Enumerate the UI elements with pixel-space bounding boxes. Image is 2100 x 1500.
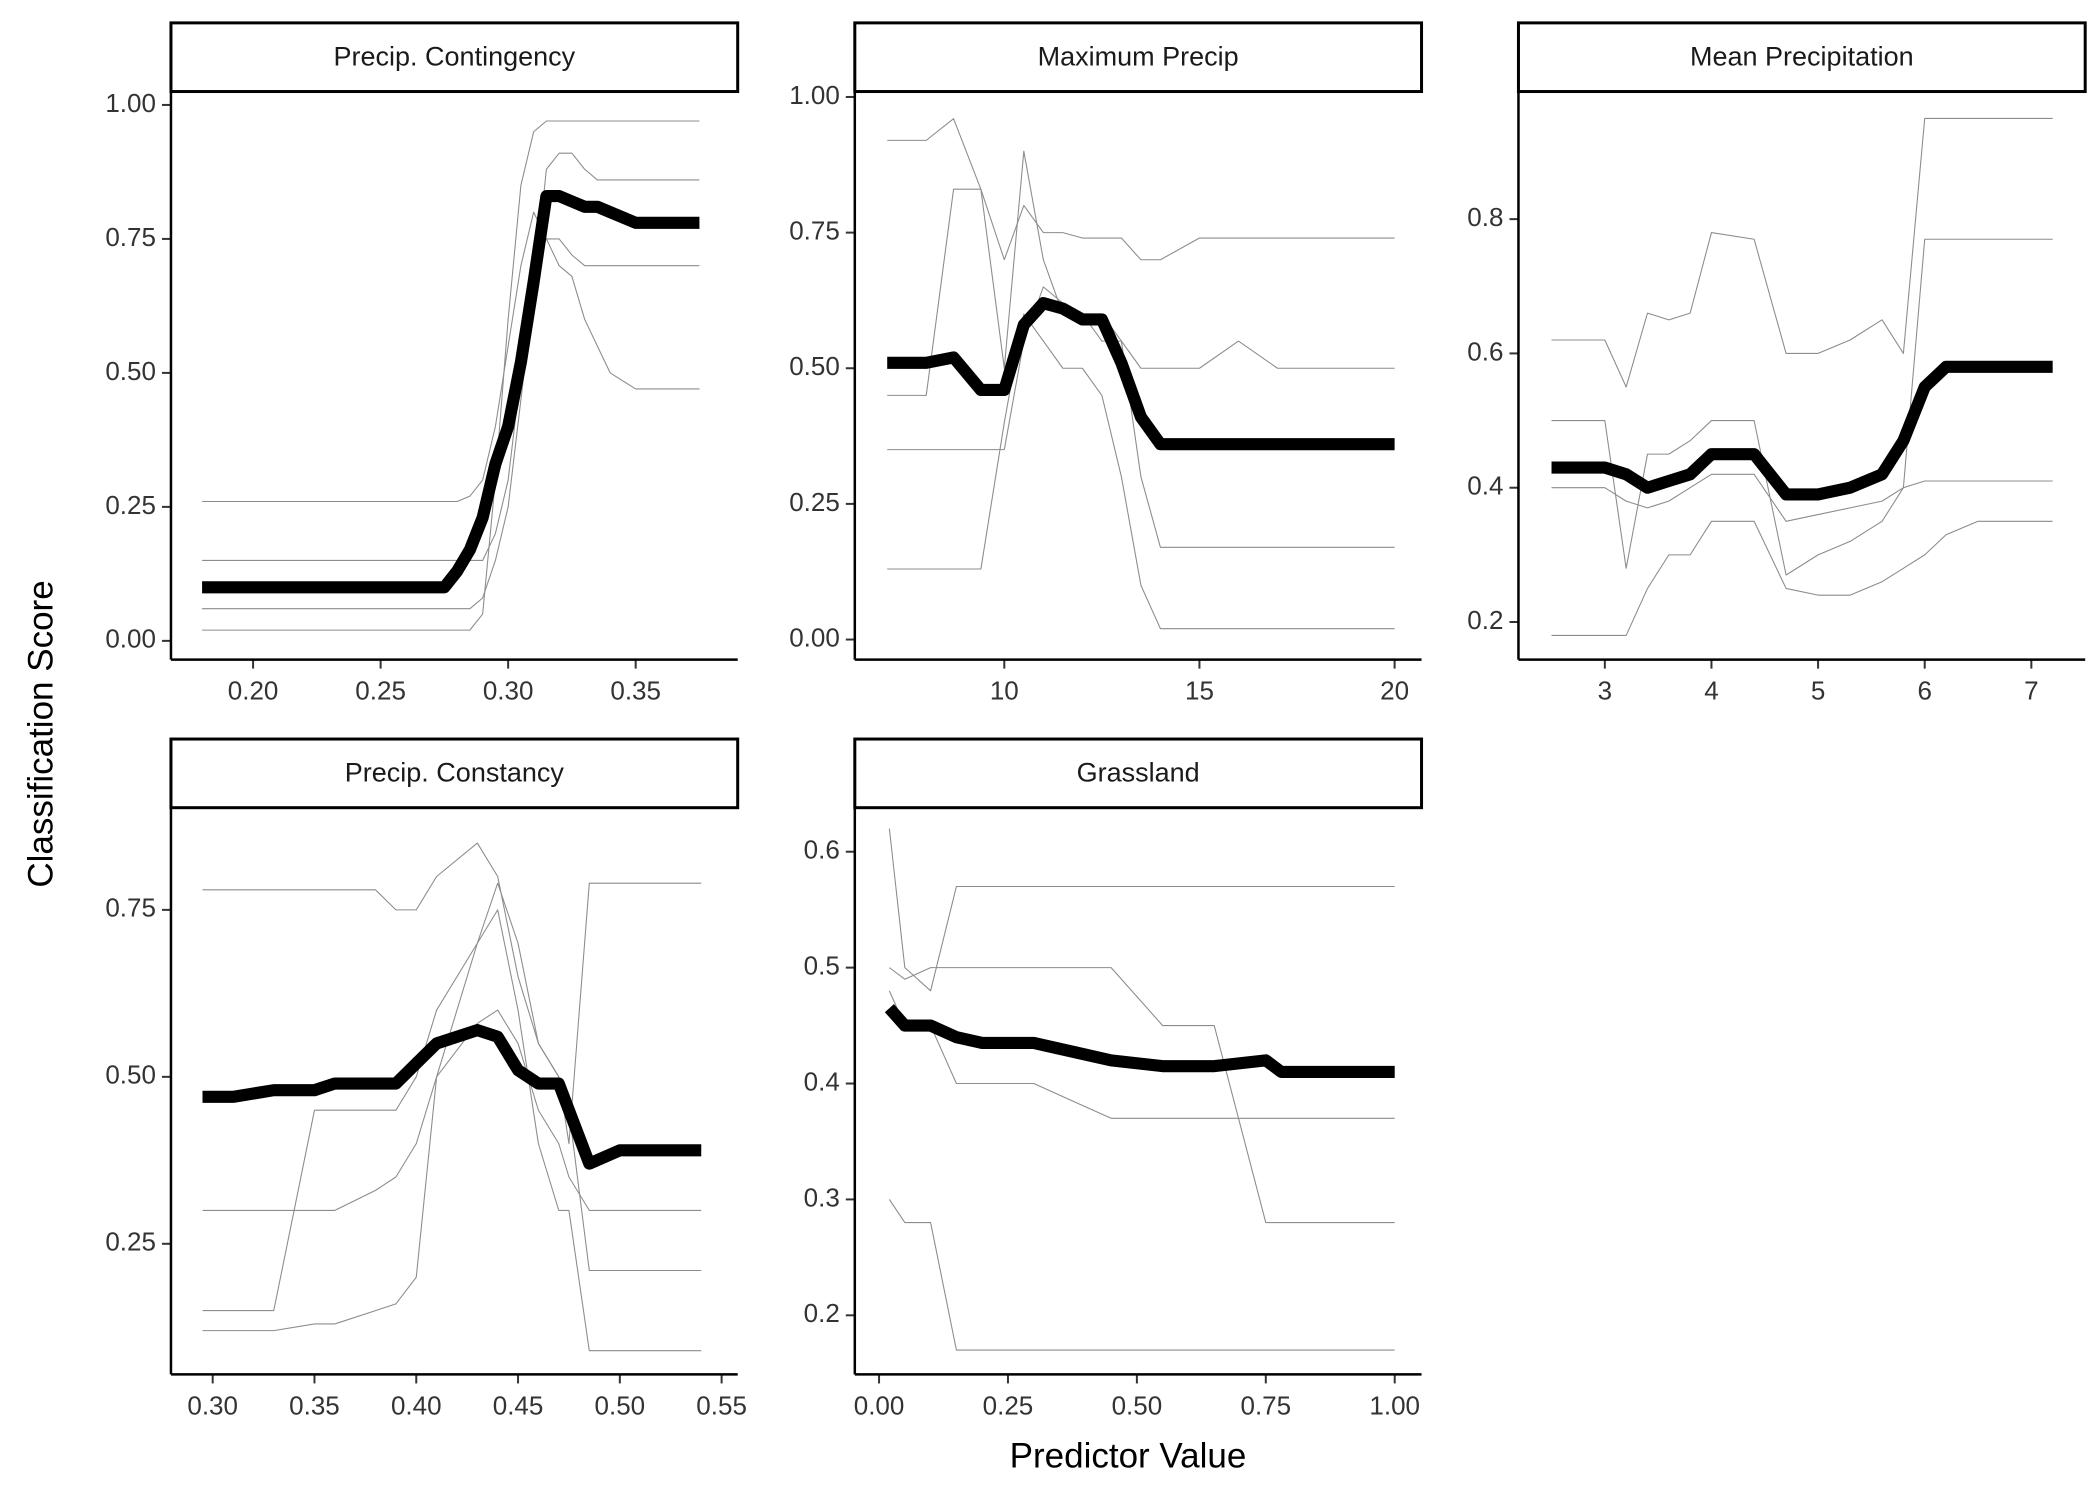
x-tick-label: 0.30 [187, 1390, 238, 1420]
x-tick-label: 0.45 [493, 1390, 544, 1420]
strip [1516, 21, 2087, 94]
strip [169, 737, 740, 810]
x-tick-label: 0.50 [1112, 1390, 1163, 1420]
y-tick-label: 1.00 [789, 80, 840, 110]
y-tick-label: 0.25 [789, 487, 840, 517]
y-tick-label: 0.50 [105, 1060, 156, 1090]
strip [853, 21, 1424, 94]
line-series [884, 1004, 1395, 1078]
line-series [1551, 520, 2053, 636]
line-series [1551, 117, 2053, 388]
y-tick-label: 0.75 [105, 222, 156, 252]
panel: Grassland 0.00 0.25 0.50 0.75 1.00 0.2 0.3 0.4 0.… [804, 737, 1424, 1420]
panel: Precip. Contingency 0.20 0.25 0.30 0.35 0.00 0… [105, 21, 740, 705]
y-axis-title: Classification Score [21, 580, 60, 887]
y-tick-label: 1.00 [105, 88, 156, 118]
y-tick-label: 0.3 [804, 1182, 840, 1212]
y-tick-label: 0.25 [105, 490, 156, 520]
strip [853, 737, 1424, 810]
x-tick-label: 0.50 [595, 1390, 646, 1420]
line-series [889, 967, 1395, 1224]
line-series [202, 211, 700, 503]
line-series [887, 150, 1395, 548]
y-tick-label: 0.4 [804, 1066, 840, 1096]
line-series [888, 1199, 1395, 1351]
y-tick-label: 0.25 [105, 1227, 156, 1257]
line-series [1551, 360, 2053, 501]
x-tick-label: 0.35 [289, 1390, 340, 1420]
line-series [202, 909, 702, 1352]
panel-title: Grassland [1077, 757, 1200, 787]
y-tick-label: 0.50 [789, 351, 840, 381]
x-tick-label: 0.35 [610, 675, 661, 705]
y-tick-label: 0.50 [105, 356, 156, 386]
x-tick-label: 0.00 [854, 1390, 905, 1420]
y-tick-label: 0.4 [1467, 471, 1503, 501]
x-tick-label: 5 [1811, 675, 1825, 705]
line-series [1551, 473, 2053, 522]
x-tick-label: 20 [1380, 675, 1409, 705]
line-series [202, 1009, 702, 1211]
line-series [202, 120, 700, 631]
y-tick-label: 0.6 [1467, 336, 1503, 366]
y-tick-label: 0.00 [105, 624, 156, 654]
line-series [1551, 238, 2053, 576]
line-series [887, 118, 1395, 261]
x-tick-label: 0.30 [483, 675, 534, 705]
strip [169, 21, 740, 94]
panel-title: Precip. Constancy [345, 757, 565, 787]
x-tick-label: 0.25 [355, 675, 406, 705]
line-series [202, 882, 702, 1312]
y-tick-label: 0.2 [1467, 605, 1503, 635]
y-tick-label: 0.2 [804, 1298, 840, 1328]
x-tick-label: 6 [1917, 675, 1931, 705]
x-tick-label: 10 [990, 675, 1019, 705]
x-tick-label: 1.00 [1369, 1390, 1420, 1420]
panel: Mean Precipitation 3 4 5 6 7 0.2 0.4 0.6 0.8 [1467, 21, 2087, 705]
y-tick-label: 0.8 [1467, 202, 1503, 232]
panel-title: Precip. Contingency [334, 41, 576, 71]
panel-title: Mean Precipitation [1690, 41, 1914, 71]
line-series [888, 990, 1395, 1119]
x-tick-label: 0.20 [228, 675, 279, 705]
y-tick-label: 0.75 [789, 215, 840, 245]
x-tick-label: 3 [1598, 675, 1612, 705]
x-tick-label: 15 [1185, 675, 1214, 705]
panel-title: Maximum Precip [1038, 41, 1239, 71]
x-tick-label: 0.55 [696, 1390, 747, 1420]
x-tick-label: 0.25 [983, 1390, 1034, 1420]
line-series [888, 828, 1395, 992]
line-series [887, 297, 1395, 451]
line-series [887, 313, 1395, 630]
x-tick-label: 7 [2024, 675, 2038, 705]
x-tick-label: 0.40 [391, 1390, 442, 1420]
line-series [202, 152, 700, 610]
x-tick-label: 0.75 [1240, 1390, 1291, 1420]
line-series [202, 238, 700, 562]
y-tick-label: 0.00 [789, 622, 840, 652]
panel: Precip. Constancy 0.30 0.35 0.40 0.45 0.50 0.5… [105, 737, 747, 1420]
panel: Maximum Precip 10 15 20 0.00 0.25 0.50 0.75 1.00 [789, 21, 1424, 705]
x-tick-label: 4 [1704, 675, 1718, 705]
line-series [202, 842, 702, 1145]
y-tick-label: 0.5 [804, 951, 840, 981]
y-tick-label: 0.6 [804, 835, 840, 865]
y-tick-label: 0.75 [105, 893, 156, 923]
line-series [202, 1024, 702, 1170]
line-series [202, 189, 700, 594]
x-axis-title: Predictor Value [1010, 1436, 1247, 1475]
